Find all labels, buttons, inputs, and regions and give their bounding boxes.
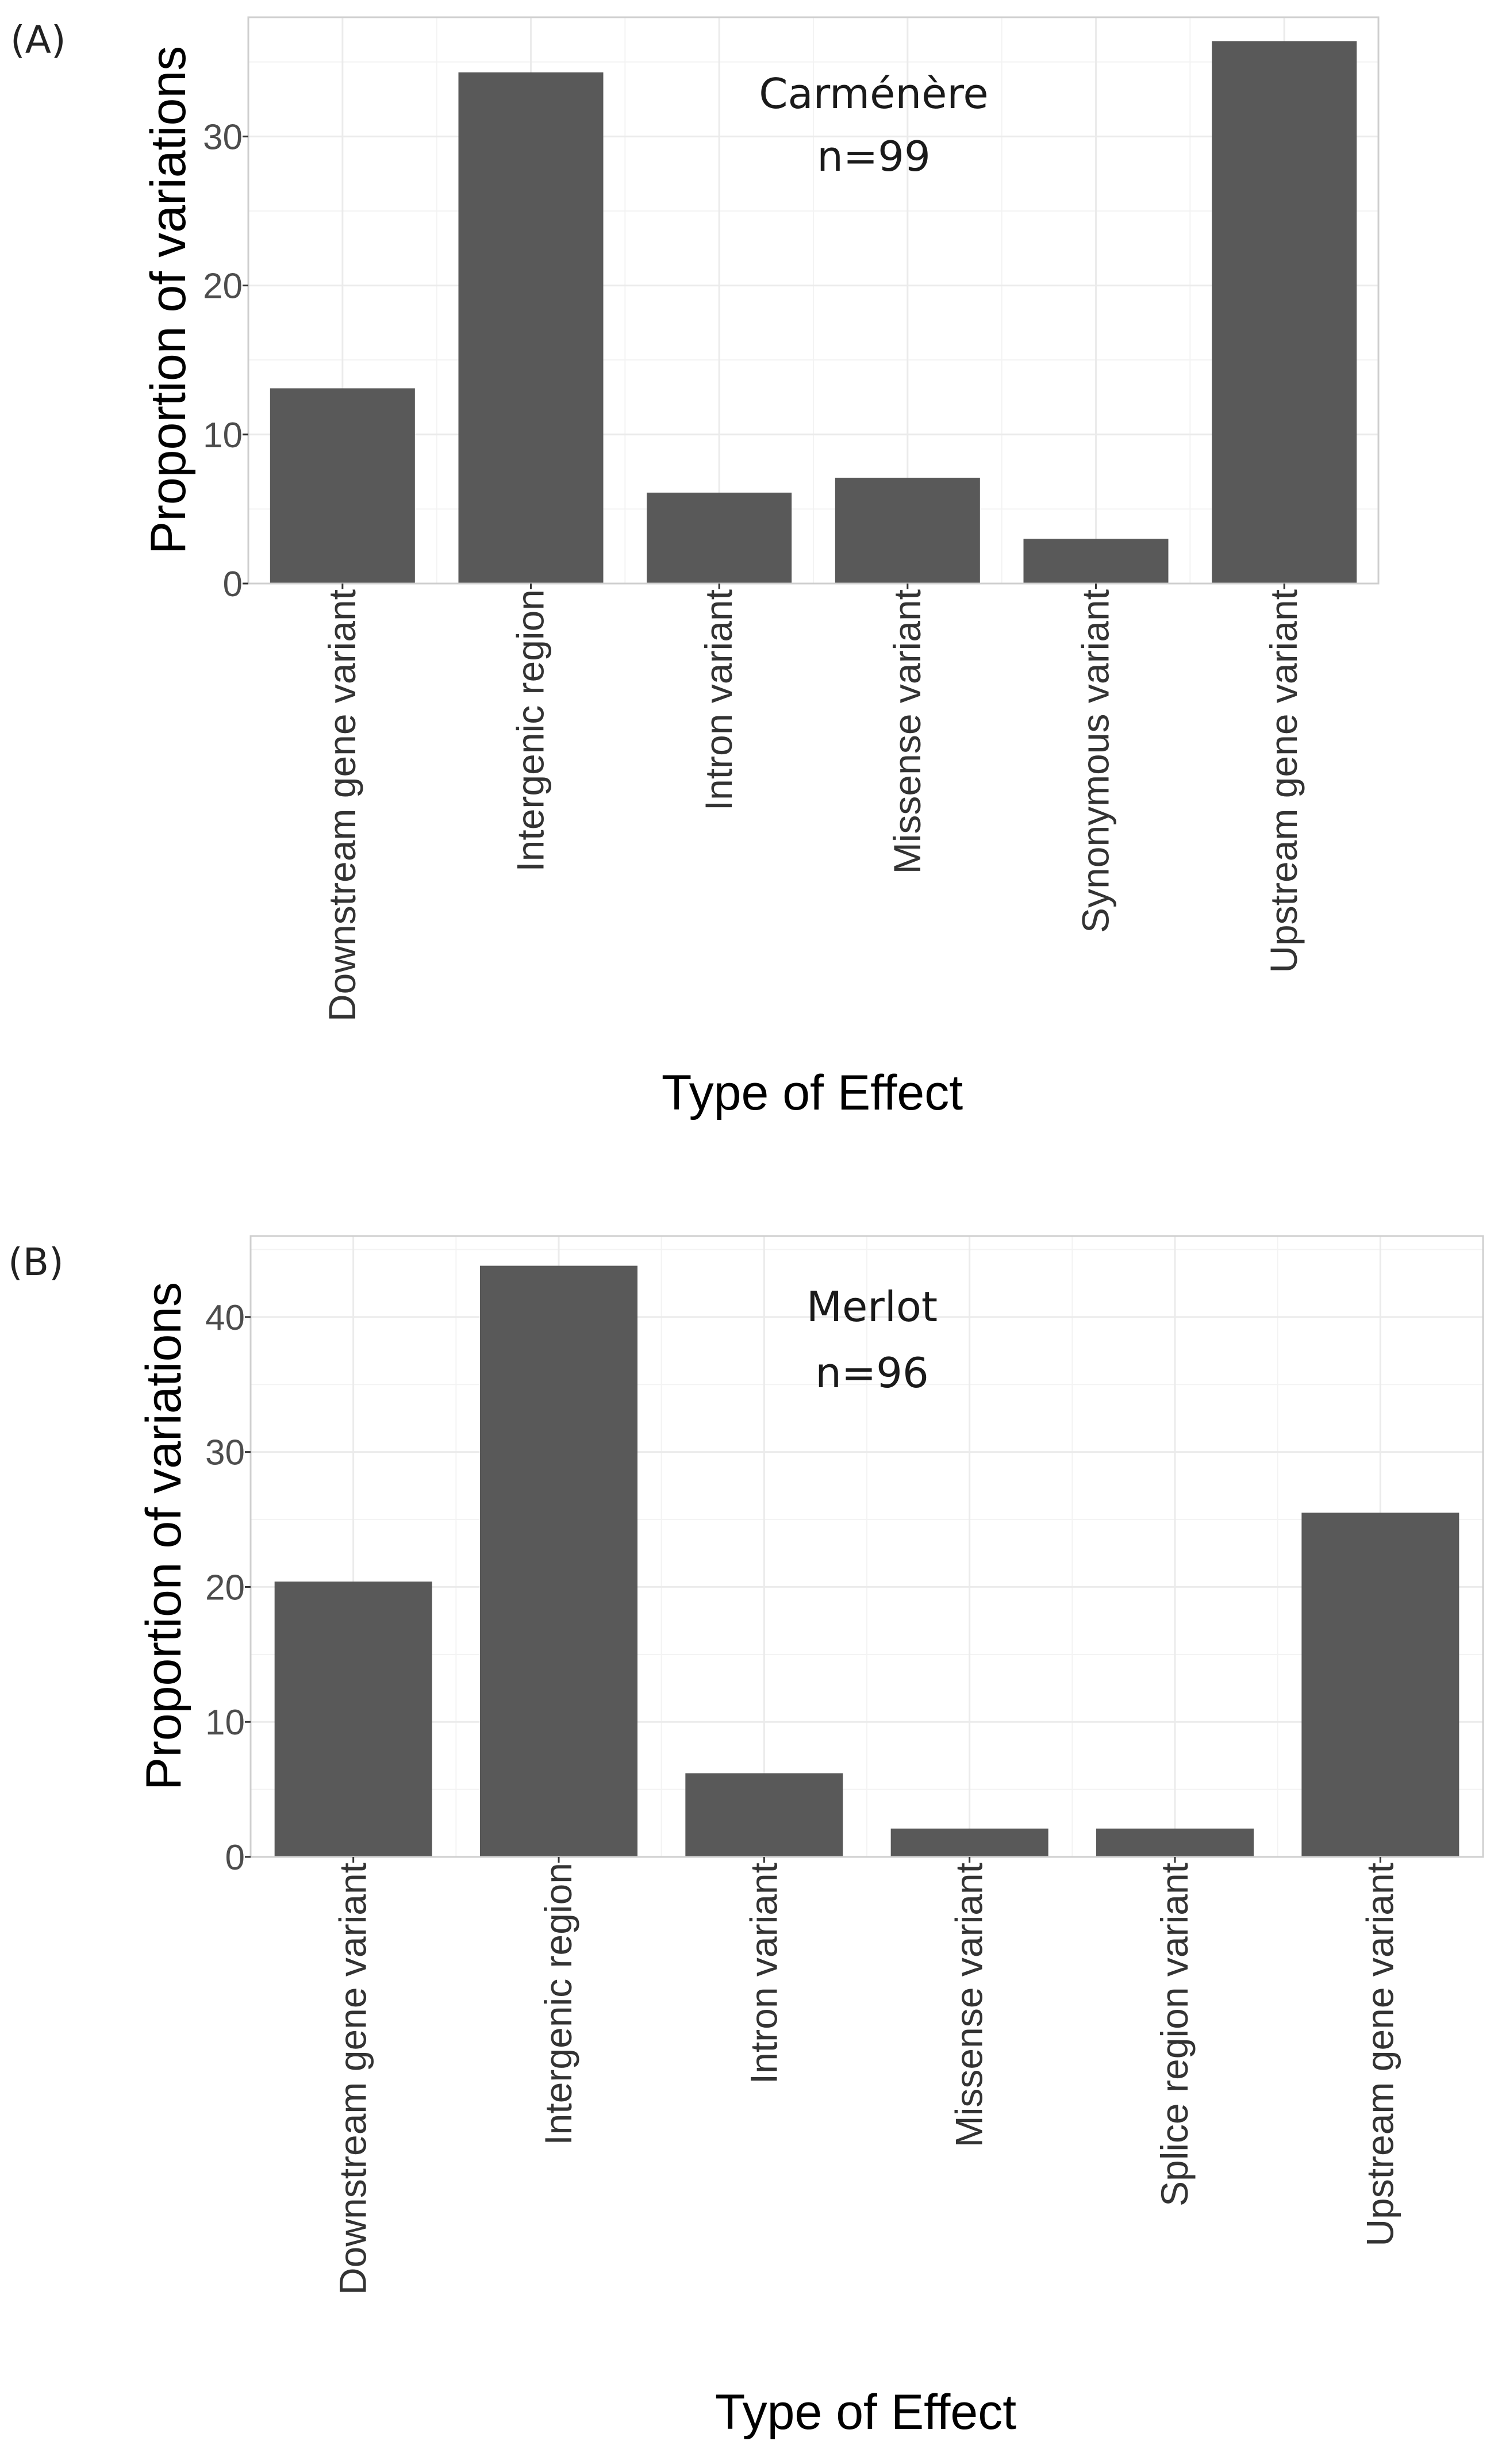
x-tick-label: Intergenic region [509,589,552,872]
bar-intergenic-region [480,1265,637,1857]
y-tick-label: 20 [203,267,243,306]
x-tick-label: Synonymous variant [1074,589,1117,933]
annotation-variety: Carménère [759,70,988,118]
y-tick-label: 40 [205,1298,245,1338]
y-tick-label: 10 [205,1703,245,1743]
x-tick-label: Upstream gene variant [1358,1863,1401,2247]
panel-label: (B) [8,1240,64,1284]
x-tick-label: Intergenic region [537,1863,579,2146]
y-tick-label: 0 [223,565,243,604]
x-tick-label: Splice region variant [1153,1863,1196,2206]
bar-intron-variant [685,1773,843,1857]
annotation-variety: Merlot [806,1283,938,1331]
annotation-count: n=96 [815,1349,929,1397]
bar-missense-variant [890,1828,1048,1857]
x-axis-title: Type of Effect [715,2385,1016,2440]
annotation-count: n=99 [817,132,931,181]
y-tick-label: 30 [203,117,243,157]
bar-missense-variant [835,477,980,584]
x-tick-label: Upstream gene variant [1262,589,1305,973]
y-tick-label: 30 [205,1433,245,1473]
y-tick-label: 0 [225,1838,245,1878]
y-tick-label: 10 [203,416,243,455]
bar-downstream-gene-variant [274,1582,432,1857]
x-tick-label: Missense variant [886,589,928,874]
x-tick-label: Missense variant [948,1863,990,2147]
bar-splice-region-variant [1096,1828,1254,1857]
x-tick-label: Downstream gene variant [321,589,363,1022]
bar-intergenic-region [458,72,604,584]
bar-synonymous-variant [1023,539,1169,584]
bar-upstream-gene-variant [1212,41,1357,584]
x-tick-label: Intron variant [742,1863,785,2084]
chart-panel-b: 0 10 20 30 40 Downstream gene variant Intergen… [8,1235,1484,2440]
x-tick-label: Intron variant [697,589,740,811]
chart-panel-a: 0 10 20 30 Downstream gene variant Intergenic… [10,16,1380,1120]
x-tick-label: Downstream gene variant [332,1863,374,2295]
plot-frame [247,16,1380,585]
bar-downstream-gene-variant [270,388,415,584]
x-axis-title: Type of Effect [662,1065,963,1120]
plot-frame [249,1235,1484,1858]
bar-intron-variant [647,492,792,584]
bar-upstream-gene-variant [1301,1513,1459,1857]
y-axis-title: Proportion of variations [136,1282,191,1790]
y-axis-title: Proportion of variations [141,46,196,554]
panel-label: (A) [10,18,66,62]
y-tick-label: 20 [205,1568,245,1607]
